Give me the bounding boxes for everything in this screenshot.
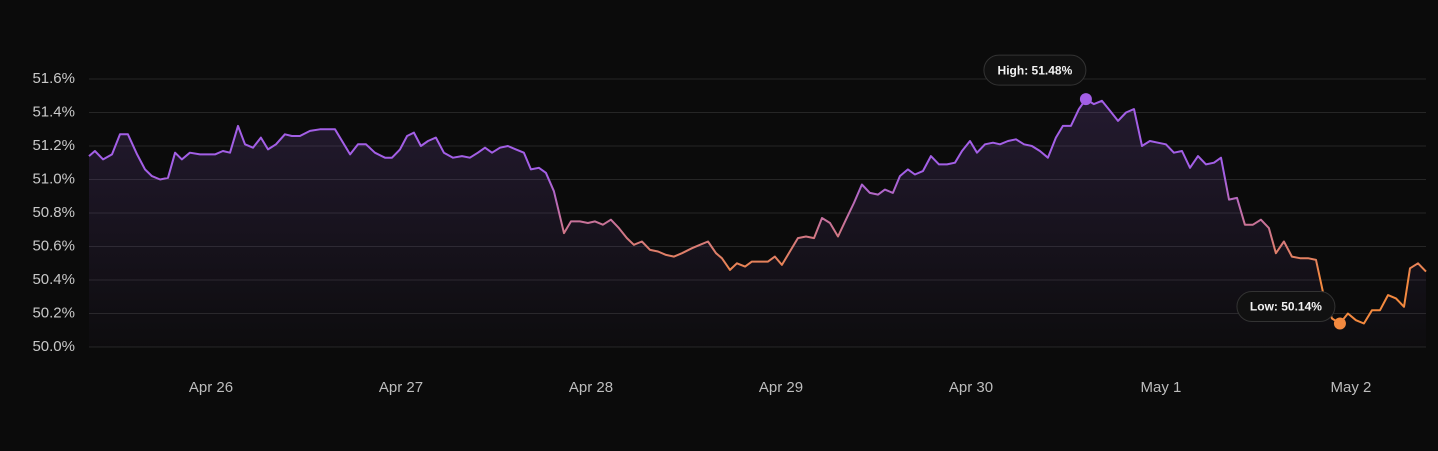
y-tick-label: 51.0% — [32, 170, 75, 187]
x-tick-label: May 2 — [1331, 379, 1372, 396]
high-tooltip — [983, 54, 1087, 86]
plot — [88, 93, 1427, 347]
y-tick-label: 50.4% — [32, 271, 75, 288]
line — [88, 98, 1427, 325]
y-tick-label: 50.6% — [32, 237, 75, 254]
high-marker — [1079, 93, 1092, 106]
low-label: Low: 50.14% — [1250, 300, 1322, 314]
x-tick-label: Apr 29 — [759, 379, 803, 396]
x-tick-label: Apr 26 — [189, 379, 233, 396]
low-marker — [1333, 317, 1346, 330]
high-label: High: 51.48% — [998, 63, 1073, 77]
x-tick-label: Apr 30 — [949, 379, 993, 396]
x-tick-label: Apr 28 — [569, 379, 613, 396]
x-tick-label: Apr 27 — [379, 379, 423, 396]
y-tick-label: 51.6% — [32, 70, 75, 87]
area — [89, 99, 1426, 347]
y-tick-label: 50.8% — [32, 204, 75, 221]
y-tick-label: 51.2% — [32, 137, 75, 154]
low-tooltip — [1236, 291, 1336, 323]
y-tick-label: 50.2% — [32, 304, 75, 321]
x-tick-label: May 1 — [1141, 379, 1182, 396]
y-tick-label: 51.4% — [32, 103, 75, 120]
labels: 50.0% 50.2% 50.4% 50.6% 50.8% 51.0% 51.2% 51.4%… — [32, 54, 1372, 396]
y-tick-label: 50.0% — [32, 338, 75, 355]
